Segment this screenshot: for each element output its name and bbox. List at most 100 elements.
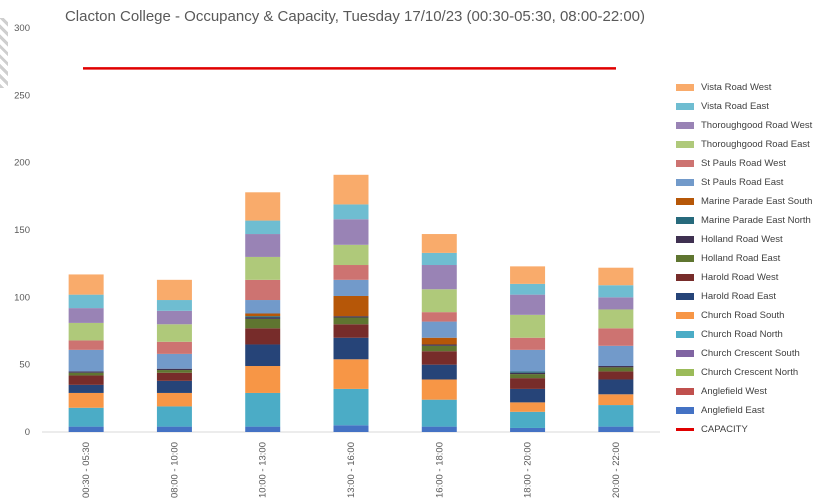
bar-segment [333,204,369,220]
bar-segment [156,370,192,373]
legend-item: Thoroughgood Road West [676,116,821,135]
y-tick-label: 300 [14,23,30,34]
chart-title: Clacton College - Occupancy & Capacity, … [64,8,646,25]
bar-segment [156,372,192,381]
legend-label: Thoroughgood Road West [701,120,813,131]
bar-segment [68,294,104,309]
legend-item: Marine Parade East South [676,192,821,211]
legend-item: Holland Road West [676,230,821,249]
bar-segment [245,279,281,301]
bar-segment [245,426,281,432]
bar-segment [421,265,457,290]
bar-segment [245,392,281,427]
bar-segment [333,219,369,245]
legend-item: Church Road South [676,306,821,325]
bar-segment [68,392,104,408]
legend-swatch [676,428,694,431]
bar-segment [510,427,546,432]
bar-segment [333,244,369,266]
legend-item: Church Road North [676,325,821,344]
legend-swatch [676,293,694,300]
bar-segment [156,279,192,301]
bar-segment [421,252,457,266]
y-tick-label: 250 [14,90,30,101]
bar-segment [333,317,369,325]
y-tick-label: 150 [14,225,30,236]
legend-label: St Pauls Road West [701,158,786,169]
bar-segment [156,353,192,369]
legend-item: Harold Road West [676,268,821,287]
legend-swatch [676,236,694,243]
bar-segment [598,267,634,286]
legend-label: Anglefield East [701,405,765,416]
bar-segment [333,279,369,296]
bar-segment [156,300,192,311]
legend-item: Vista Road West [676,78,821,97]
bar-segment [333,174,369,205]
x-tick-label: 13:00 - 16:00 [346,442,357,498]
bar-segment [510,266,546,284]
bar-segment [333,337,369,360]
bar-segment [510,294,546,315]
bar-segment [245,316,281,318]
legend-swatch [676,331,694,338]
legend-item: Holland Road East [676,249,821,268]
bar-segment [510,374,546,379]
bar-segment [598,367,634,372]
bar-segment [245,328,281,345]
y-tick-label: 0 [25,427,30,438]
legend-item: Marine Parade East North [676,211,821,230]
legend-swatch [676,350,694,357]
legend-item: Thoroughgood Road East [676,135,821,154]
bar-segment [598,366,634,368]
x-tick-label: 00:30 - 05:30 [81,442,92,498]
bar-segment [68,371,104,373]
bar-segment [421,364,457,380]
legend-label: CAPACITY [701,424,748,435]
legend-label: Harold Road East [701,291,776,302]
legend-swatch [676,312,694,319]
legend-label: Marine Parade East North [701,215,811,226]
bar-segment [421,234,457,253]
bar-segment [245,256,281,280]
bar-segment [421,289,457,313]
bar-segment [421,379,457,400]
bar-segment [510,378,546,389]
x-tick-label: 20:00 - 22:00 [611,442,622,498]
bar-segment [598,371,634,380]
legend-item: Anglefield East [676,401,821,420]
bar-segment [421,321,457,338]
legend-item: Vista Road East [676,97,821,116]
bar-segment [598,345,634,367]
bar-segment [245,300,281,314]
bar-segment [156,324,192,342]
bar-segment [333,324,369,338]
bar-segment [245,344,281,367]
bar-segment [421,426,457,432]
bar-segment [68,274,104,295]
legend-label: Harold Road West [701,272,779,283]
bar-segment [245,220,281,235]
bar-segment [333,359,369,389]
legend-item: Harold Road East [676,287,821,306]
bar-segment [421,337,457,345]
legend-swatch [676,217,694,224]
bar-segment [510,337,546,350]
legend-swatch [676,179,694,186]
bar-segment [510,371,546,373]
y-tick-label: 200 [14,158,30,169]
bar-segment [510,372,546,375]
bar-segment [245,317,281,319]
legend-item: Church Crescent South [676,344,821,363]
bar-segment [598,328,634,346]
legend-label: St Pauls Road East [701,177,784,188]
bar-segment [333,388,369,426]
bar-segment [510,283,546,295]
bar-segment [156,368,192,371]
bar-segment [245,366,281,393]
bar-segment [68,375,104,385]
bar-segment [156,341,192,354]
bar-segment [68,322,104,341]
legend-label: Church Road South [701,310,785,321]
